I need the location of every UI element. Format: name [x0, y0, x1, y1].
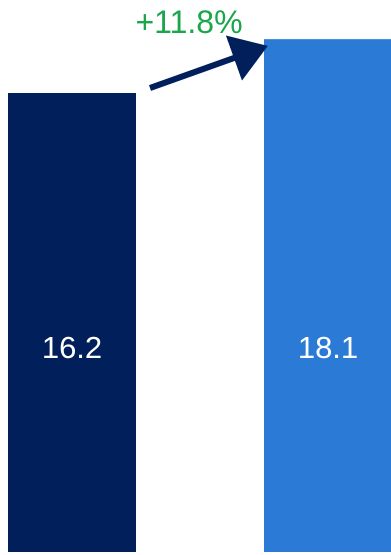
change-percent-label: +11.8% [135, 4, 242, 40]
bar-1 [8, 93, 136, 552]
bar-2-value-label: 18.1 [298, 330, 358, 365]
growth-arrow-icon [148, 35, 268, 91]
bar-1-value-label: 16.2 [42, 330, 102, 365]
bar-2 [264, 39, 391, 552]
